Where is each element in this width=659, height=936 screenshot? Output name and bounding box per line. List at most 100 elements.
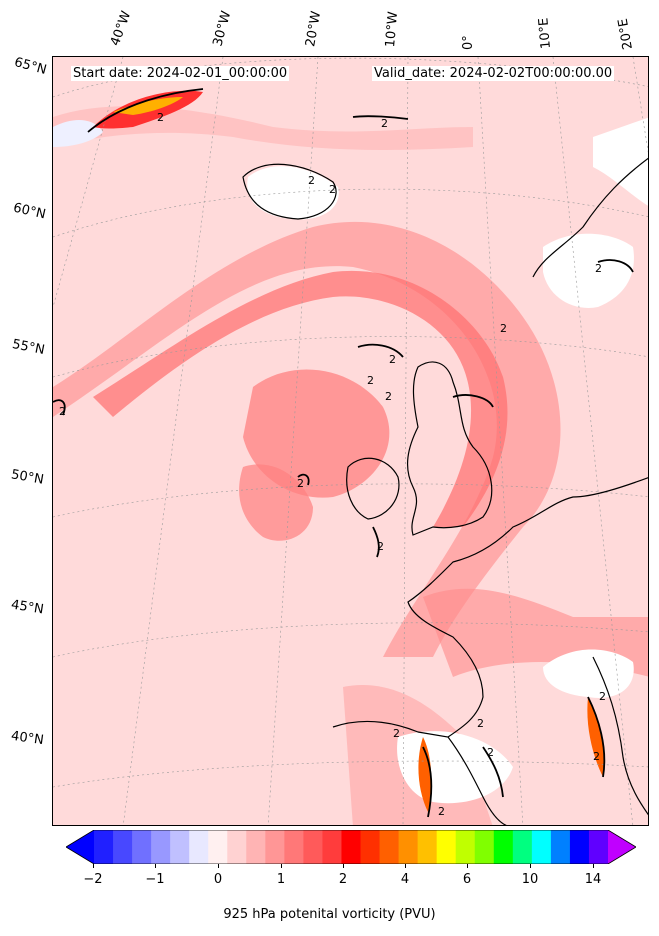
colorbar-cell: [341, 830, 362, 864]
lon-label-20w: 20°W: [303, 10, 325, 49]
colorbar-extend-min: [66, 830, 94, 864]
contour-label: 2: [500, 322, 507, 335]
lon-label-20e: 20°E: [615, 17, 636, 51]
contour-label: 2: [389, 353, 396, 366]
colorbar-cell: [569, 830, 590, 864]
colorbar-tick-mark: [593, 864, 594, 868]
valid-date-label: Valid_date: 2024-02-02T00:00:00.00: [372, 66, 615, 81]
colorbar-tick-label: 10: [521, 872, 539, 887]
start-date-label: Start date: 2024-02-01_00:00:00: [71, 66, 290, 81]
pale-patch-alps: [543, 649, 634, 698]
pv-ridge-iberia: [418, 737, 432, 812]
colorbar-cell: [360, 830, 381, 864]
pv-ridge-greenland-core: [113, 97, 183, 115]
colorbar-title: 925 hPa potenital vorticity (PVU): [223, 907, 436, 922]
lat-label-60n: 60°N: [11, 200, 48, 223]
contour-label: 2: [59, 405, 66, 418]
colorbar-cell: [284, 830, 304, 864]
colorbar-cell: [227, 830, 247, 864]
map-panel[interactable]: [52, 56, 649, 826]
colorbar-tick-mark: [530, 864, 531, 868]
colorbar-cell: [208, 830, 228, 864]
lat-label-50n: 50°N: [9, 467, 45, 488]
colorbar-tick-label: −1: [145, 872, 165, 887]
colorbar-cell: [417, 830, 438, 864]
colorbar-cell: [379, 830, 400, 864]
pale-patch-norway: [543, 233, 634, 308]
colorbar-cell: [132, 830, 152, 864]
colorbar-cell: [303, 830, 323, 864]
colorbar-cell: [588, 830, 609, 864]
pv-band-inner: [93, 270, 508, 527]
colorbar-cell: [455, 830, 476, 864]
colorbar-tick-mark: [155, 864, 156, 868]
lat-label-45n: 45°N: [10, 597, 45, 618]
lon-label-10e: 10°E: [536, 17, 555, 50]
lat-label-65n: 65°N: [12, 55, 49, 78]
lat-label-55n: 55°N: [10, 337, 46, 358]
pv-core-central: [243, 369, 390, 498]
pv-field-map: [53, 57, 648, 825]
coast-ireland: [346, 457, 400, 520]
colorbar-tick-mark: [93, 864, 94, 868]
colorbar-cell: [113, 830, 133, 864]
coastlines: [242, 157, 648, 825]
pv-core-southwest: [239, 464, 313, 541]
lon-label-10w: 10°W: [383, 10, 402, 48]
contour-label: 2: [438, 805, 445, 818]
colorbar-cell: [265, 830, 285, 864]
pv-ridge-alps: [587, 697, 605, 777]
colorbar-cell: [398, 830, 419, 864]
contour-label: 2: [393, 727, 400, 740]
colorbar-tick-label: 4: [400, 872, 410, 887]
colorbar-tick-label: 14: [584, 872, 602, 887]
lon-label-30w: 30°W: [210, 9, 235, 48]
contour-label: 2: [477, 717, 484, 730]
lat-label-40n: 40°N: [10, 728, 45, 749]
pale-patch-scandinavia: [593, 117, 648, 206]
colorbar-cell: [436, 830, 457, 864]
colorbar-tick-label: 1: [276, 872, 286, 887]
contour-label: 2: [367, 374, 374, 387]
colorbar-tick-label: 0: [213, 872, 223, 887]
pv-contours: [53, 88, 634, 818]
colorbar-tick-label: −2: [83, 872, 103, 887]
lon-label-40w: 40°W: [107, 9, 135, 48]
contour-label: 2: [308, 174, 315, 187]
colorbar-cell: [94, 830, 114, 864]
colorbar-cell: [322, 830, 342, 864]
contour-label: 2: [487, 746, 494, 759]
contour-label: 2: [595, 262, 602, 275]
contour-label: 2: [381, 117, 388, 130]
pale-patch-greenland: [53, 120, 103, 147]
coast-europe: [407, 477, 648, 738]
contour-label: 2: [297, 477, 304, 490]
coast-norway: [532, 157, 648, 278]
contour-label: 2: [377, 540, 384, 553]
colorbar-extend-max: [608, 830, 636, 864]
coast-great-britain: [407, 361, 493, 536]
contour-label: 2: [599, 690, 606, 703]
colorbar-cell: [550, 830, 571, 864]
contour-label: 2: [329, 183, 336, 196]
colorbar-tick-label: 6: [462, 872, 472, 887]
colorbar-tick-mark: [343, 864, 344, 868]
contour-label: 2: [157, 111, 164, 124]
colorbar-cell: [512, 830, 533, 864]
colorbar-cell: [246, 830, 266, 864]
coast-italy: [592, 656, 648, 816]
coast-iceland: [242, 163, 337, 220]
contour-label: 2: [593, 750, 600, 763]
lon-label-0: 0°: [461, 35, 476, 50]
colorbar-cell: [493, 830, 514, 864]
colorbar-tick-label: 2: [338, 872, 348, 887]
colorbar: [66, 830, 636, 864]
colorbar-tick-mark: [218, 864, 219, 868]
colorbar-cells: [66, 830, 636, 864]
colorbar-cell: [474, 830, 495, 864]
colorbar-tick-mark: [281, 864, 282, 868]
colorbar-cell: [189, 830, 209, 864]
pale-patch-iceland: [247, 166, 339, 220]
contour-label: 2: [385, 390, 392, 403]
colorbar-tick-mark: [405, 864, 406, 868]
